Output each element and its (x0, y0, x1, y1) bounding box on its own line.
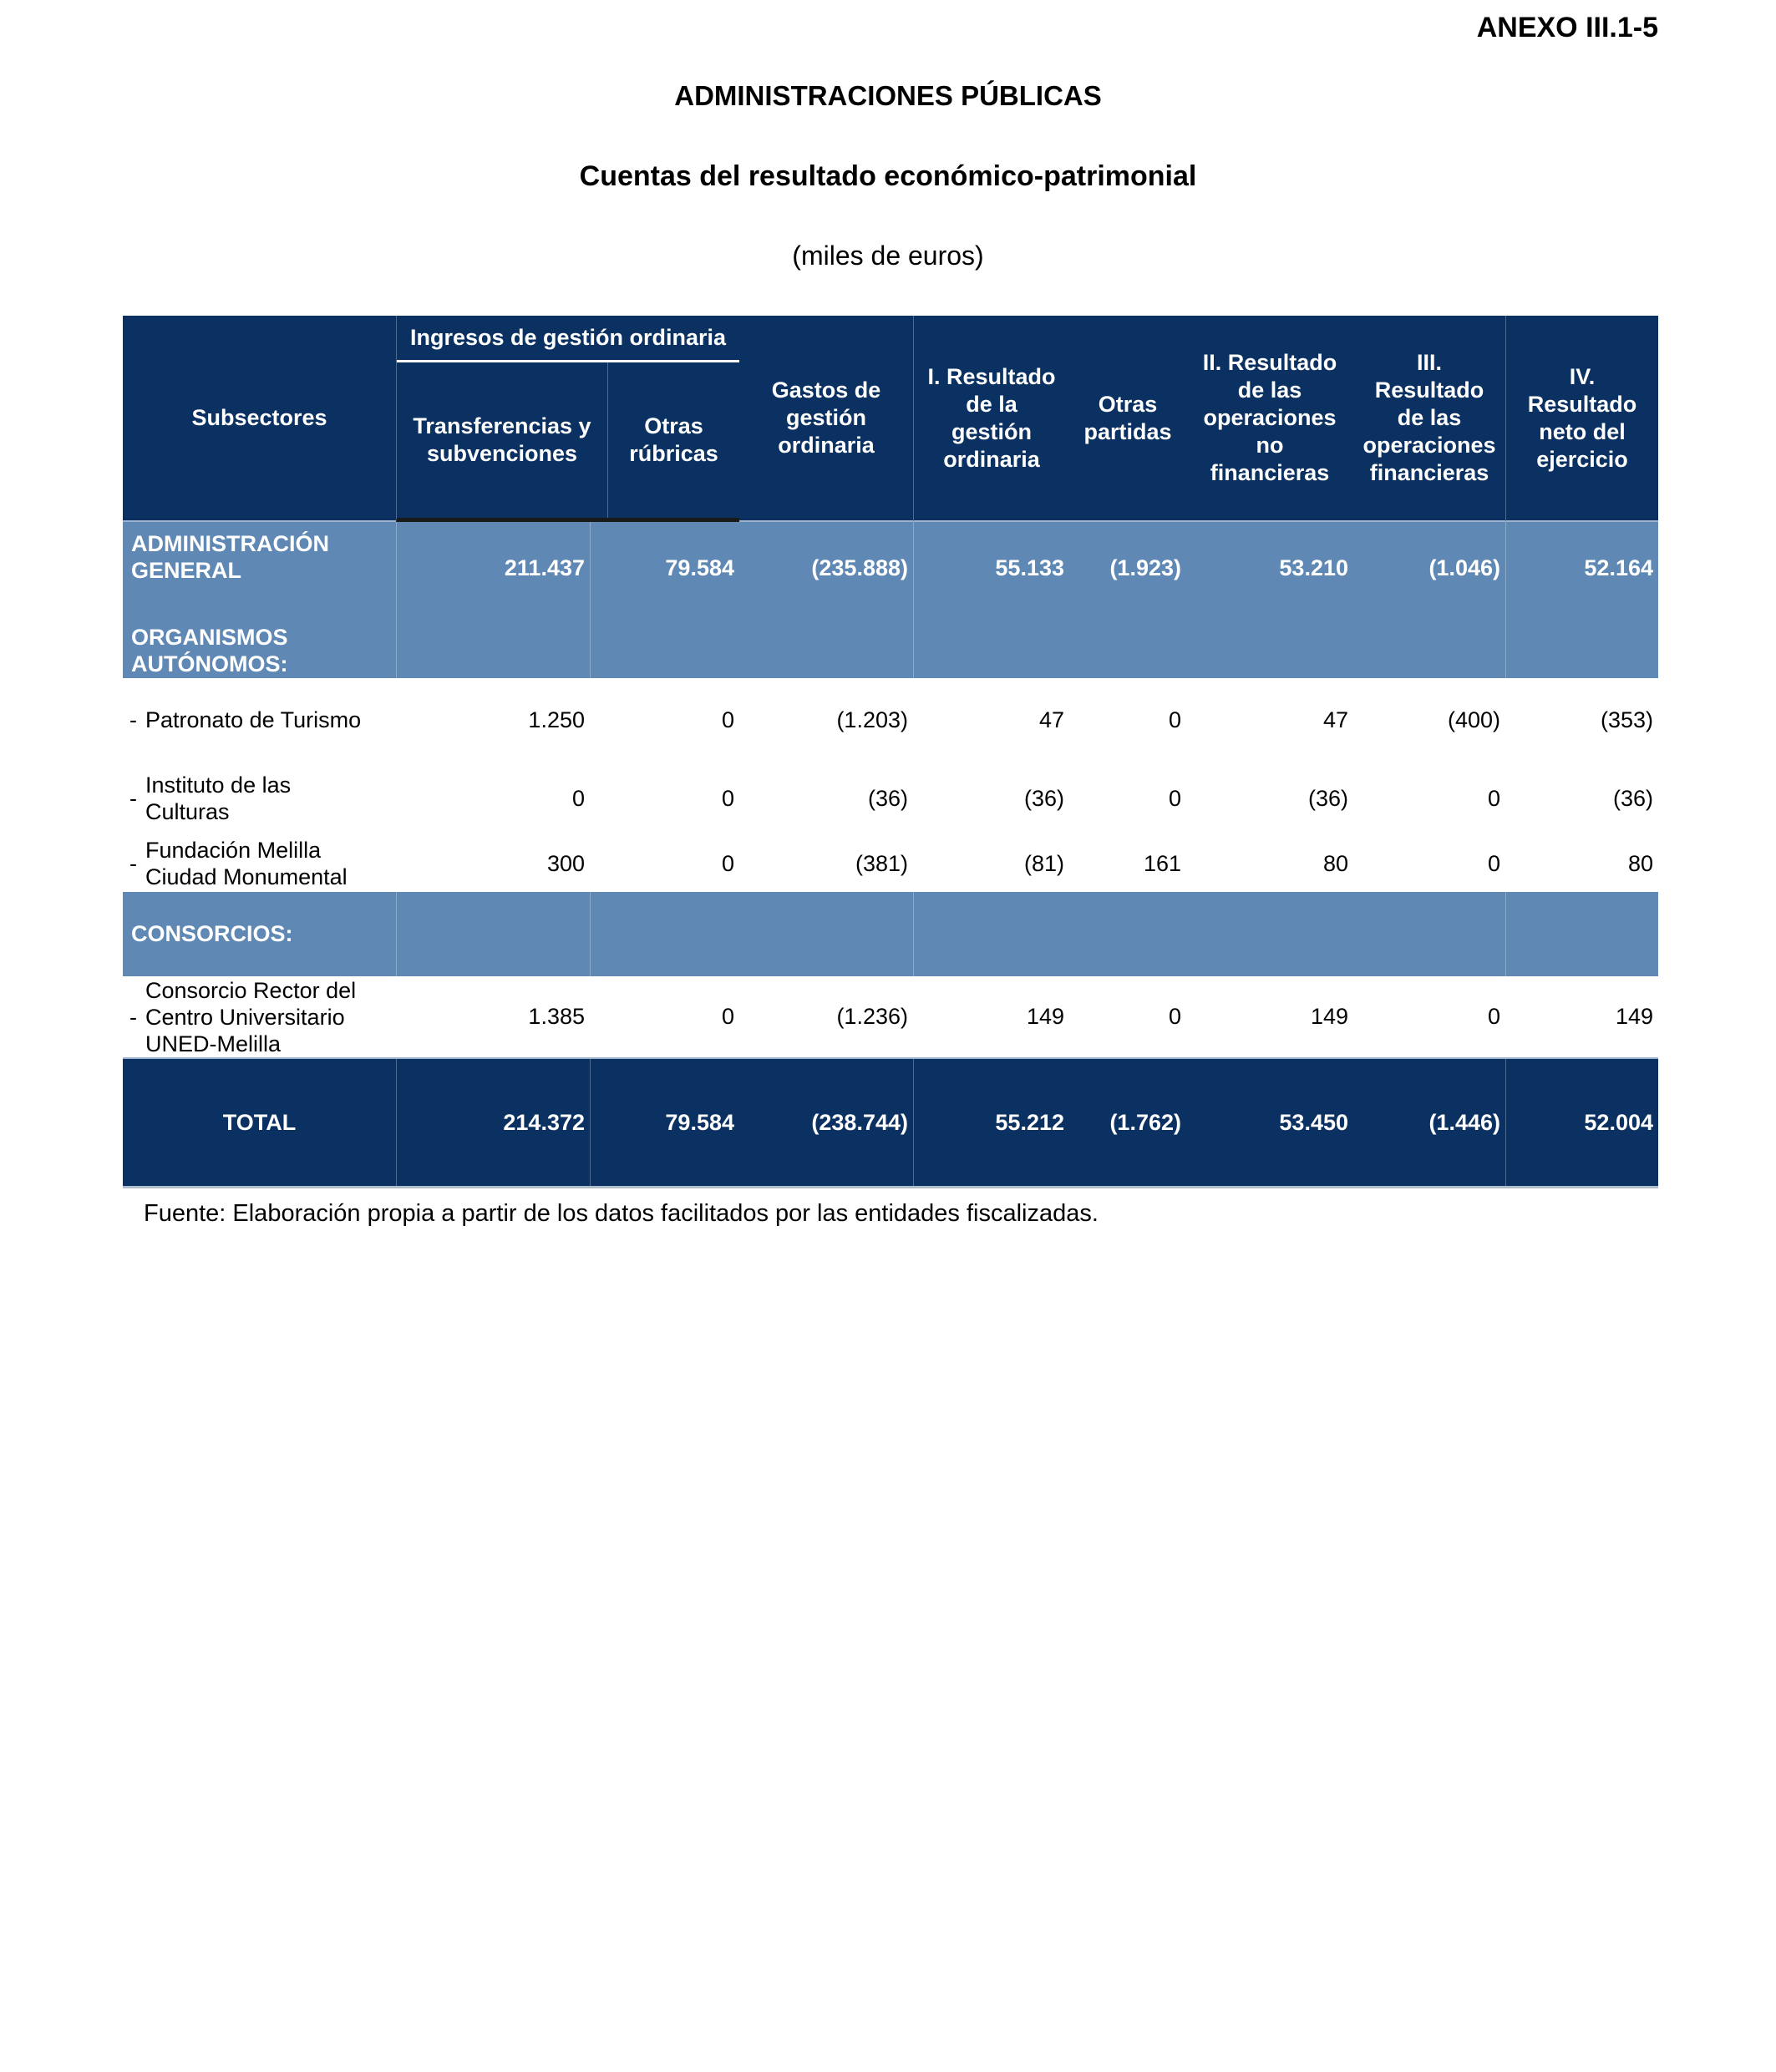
table-row-consorcio-uned: - Consorcio Rector del Centro Universita… (123, 976, 1658, 1057)
cell-value: 214.372 (396, 1059, 590, 1186)
cell-value: 0 (1168, 785, 1181, 811)
cell-value: 79.584 (590, 1059, 739, 1186)
row-label: - Patronato de Turismo (129, 707, 362, 732)
cell-value: (36) (1307, 785, 1348, 811)
row-label: - Consorcio Rector del Centro Universita… (129, 977, 357, 1056)
row-label: ADMINISTRACIÓN GENERAL ORGANISMOS AUTÓNO… (123, 522, 396, 678)
page-title: ADMINISTRACIONES PÚBLICAS (674, 80, 1102, 111)
cell-value: 211.437 (396, 522, 590, 678)
cell-value: 149 (1615, 1004, 1653, 1029)
cell-value: (1.923) (1109, 555, 1181, 580)
cell-value: 0 (1487, 1004, 1500, 1029)
row-sublabel-organismos: ORGANISMOS AUTÓNOMOS: (131, 625, 288, 676)
cell-empty (1186, 892, 1353, 976)
header-gastos: Gastos de gestión ordinaria (739, 316, 913, 522)
header-otras-partidas: Otras partidas (1069, 316, 1186, 522)
cell-value: 1.385 (528, 1004, 585, 1029)
list-dash: - (129, 707, 137, 732)
cell-empty (1069, 892, 1186, 976)
cell-value: 52.004 (1505, 1059, 1658, 1186)
cell-value: 80 (1322, 850, 1348, 876)
cell-value: 0 (721, 707, 734, 732)
cell-value: 149 (1310, 1004, 1348, 1029)
unit-note: (miles de euros) (792, 241, 984, 271)
header-otras-rubricas: Otras rúbricas (607, 362, 739, 518)
cell-empty (913, 892, 1069, 976)
cell-value: (81) (1023, 850, 1064, 876)
table-row-fundacion-melilla: - Fundación Melilla Ciudad Monumental 30… (123, 835, 1658, 892)
table-row-instituto-culturas: - Instituto de las Culturas 0 0 (36) (36… (123, 762, 1658, 835)
header-resultado-financieras: III. Resultado de las operaciones financ… (1353, 316, 1505, 522)
cell-value: 52.164 (1505, 522, 1658, 678)
cell-value: 80 (1627, 850, 1653, 876)
source-note: Fuente: Elaboración propia a partir de l… (144, 1200, 1099, 1227)
cell-empty (739, 892, 913, 976)
cell-value: (1.203) (836, 707, 908, 732)
header-resultado-no-financieras: II. Resultado de las operaciones no fina… (1186, 316, 1353, 522)
page-subtitle: Cuentas del resultado económico-patrimon… (579, 160, 1197, 192)
header-resultado-gestion: I. Resultado de la gestión ordinaria (913, 316, 1069, 522)
cell-value: (36) (1023, 785, 1064, 811)
cell-value: 0 (1487, 850, 1500, 876)
cell-value: 0 (1168, 1004, 1181, 1029)
cell-value: 0 (721, 850, 734, 876)
cell-value: (400) (1447, 707, 1500, 732)
cell-value: (238.744) (811, 1109, 908, 1135)
row-label: - Fundación Melilla Ciudad Monumental (129, 838, 348, 889)
cell-value: (36) (867, 785, 908, 811)
cell-value: (235.888) (811, 555, 908, 580)
cell-value: 0 (1487, 785, 1500, 811)
header-group-ingresos: Ingresos de gestión ordinaria Transferen… (396, 316, 739, 522)
annex-heading: ANEXO III.1-5 (1476, 12, 1658, 43)
cell-value: (381) (855, 850, 908, 876)
cell-empty (1505, 892, 1658, 976)
cell-value: 55.133 (913, 522, 1069, 678)
section-label: CONSORCIOS: (131, 921, 293, 946)
cell-value: (1.446) (1428, 1109, 1500, 1135)
table-row-administracion-general: ADMINISTRACIÓN GENERAL ORGANISMOS AUTÓNO… (123, 522, 1658, 678)
cell-value: 0 (571, 785, 585, 811)
cell-value: 0 (721, 785, 734, 811)
cell-value: 47 (1038, 707, 1064, 732)
cell-value: 0 (1168, 707, 1181, 732)
cell-empty (396, 892, 590, 976)
header-resultado-neto: IV. Resultado neto del ejercicio (1505, 316, 1658, 522)
cell-empty (1353, 892, 1505, 976)
cell-value: (36) (1612, 785, 1653, 811)
total-label: TOTAL (222, 1109, 297, 1135)
list-dash: - (129, 786, 137, 811)
cell-value: (1.762) (1109, 1109, 1181, 1135)
cell-value: 53.450 (1279, 1109, 1348, 1135)
cell-value: 149 (1026, 1004, 1064, 1029)
cell-empty (590, 892, 739, 976)
header-ingresos-subcolumns: Transferencias y subvenciones Otras rúbr… (397, 362, 739, 518)
cell-value: 79.584 (590, 522, 739, 678)
list-dash: - (129, 851, 137, 876)
cell-value: (1.236) (836, 1004, 908, 1029)
cell-value: 300 (546, 850, 585, 876)
cell-value: 47 (1322, 707, 1348, 732)
cell-value: (1.046) (1428, 555, 1500, 580)
cell-value: 1.250 (528, 707, 585, 732)
list-dash: - (129, 1004, 137, 1030)
table-row-total: TOTAL 214.372 79.584 (238.744) 55.212 (1… (123, 1057, 1658, 1188)
table-header-row: Subsectores Ingresos de gestión ordinari… (123, 316, 1658, 522)
row-label: - Instituto de las Culturas (129, 773, 292, 824)
table-row-patronato-turismo: - Patronato de Turismo 1.250 0 (1.203) 4… (123, 678, 1658, 762)
cell-value: 161 (1143, 850, 1181, 876)
results-table: Subsectores Ingresos de gestión ordinari… (123, 316, 1658, 1188)
table-row-consorcios-section: CONSORCIOS: (123, 892, 1658, 976)
header-transferencias: Transferencias y subvenciones (413, 413, 591, 466)
header-ingresos-label: Ingresos de gestión ordinaria (397, 316, 739, 362)
cell-value: (353) (1600, 707, 1653, 732)
cell-value: 53.210 (1279, 555, 1348, 580)
header-subsectores: Subsectores (123, 316, 396, 522)
cell-value: 0 (721, 1004, 734, 1029)
cell-value: 55.212 (913, 1059, 1069, 1186)
